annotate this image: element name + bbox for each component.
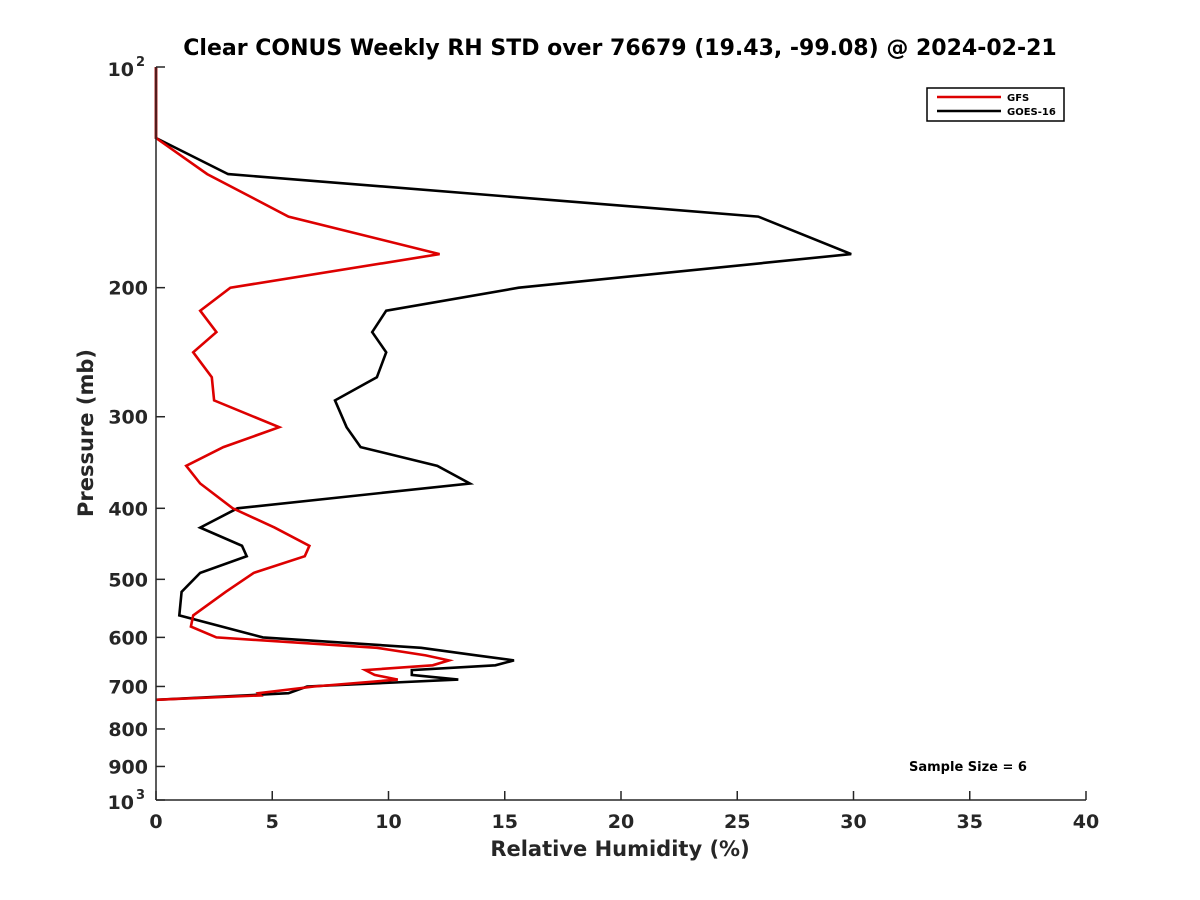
y-axis-label: Pressure (mb) <box>74 349 98 517</box>
x-tick-label: 0 <box>149 811 162 833</box>
y-tick-label: 10 <box>108 792 134 814</box>
y-tick-label: 300 <box>108 407 148 429</box>
x-tick-label: 15 <box>492 811 518 833</box>
sample-size-annotation: Sample Size = 6 <box>909 760 1027 775</box>
y-tick-label: 900 <box>108 756 148 778</box>
legend-label-gfs: GFS <box>1007 93 1029 104</box>
y-tick-label: 600 <box>108 627 148 649</box>
x-tick-label: 20 <box>608 811 634 833</box>
y-tick-label: 400 <box>108 498 148 520</box>
legend: GFS GOES-16 <box>926 87 1065 122</box>
chart-title: Clear CONUS Weekly RH STD over 76679 (19… <box>183 36 1056 61</box>
legend-box <box>926 87 1065 122</box>
x-tick-label: 30 <box>840 811 866 833</box>
series-line-goes-16 <box>154 67 852 702</box>
y-tick-label: 800 <box>108 719 148 741</box>
y-tick-label: 700 <box>108 676 148 698</box>
x-tick-label: 35 <box>957 811 983 833</box>
x-tick-label: 5 <box>266 811 279 833</box>
x-tick-label: 40 <box>1073 811 1099 833</box>
x-tick-label: 25 <box>724 811 750 833</box>
y-tick-label: 10 <box>108 59 134 81</box>
series-layer <box>154 67 852 702</box>
series-line-gfs <box>154 67 455 702</box>
y-tick-label: 500 <box>108 569 148 591</box>
x-axis-label: Relative Humidity (%) <box>490 837 749 861</box>
y-tick-exponent: 2 <box>136 55 145 70</box>
y-tick-label: 200 <box>108 278 148 300</box>
x-tick-label: 10 <box>375 811 401 833</box>
y-tick-exponent: 3 <box>136 788 145 803</box>
legend-label-goes-16: GOES-16 <box>1007 107 1056 118</box>
